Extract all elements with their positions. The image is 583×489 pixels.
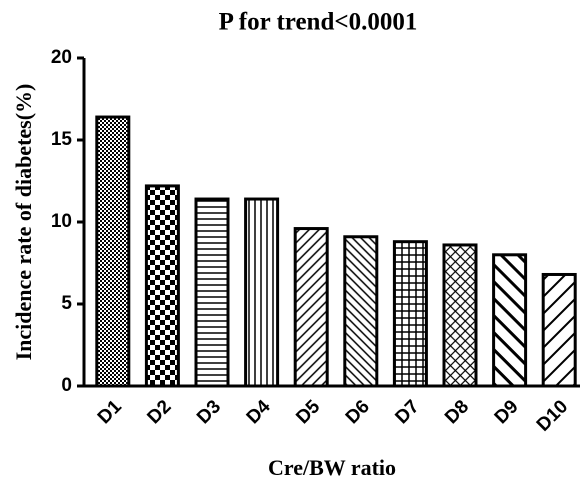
bar: [492, 253, 528, 388]
x-tick-label: D4: [243, 396, 275, 428]
x-tick-label: D9: [491, 396, 523, 428]
x-tick-label: D7: [391, 396, 423, 428]
bar: [343, 235, 379, 388]
bar: [244, 197, 280, 388]
x-tick-label: D8: [441, 396, 473, 428]
y-axis-label: Incidence rate of diabetes(%): [11, 84, 36, 361]
bar: [293, 227, 329, 388]
chart-title: P for trend<0.0001: [219, 9, 418, 36]
x-tick-label: D5: [292, 396, 324, 428]
bar: [541, 272, 577, 388]
y-tick-label: 10: [51, 211, 72, 232]
y-tick-label: 15: [51, 129, 73, 150]
bar: [392, 240, 428, 388]
bar: [144, 184, 180, 388]
bar: [194, 197, 230, 388]
bar: [442, 243, 478, 388]
x-axis-label: Cre/BW ratio: [268, 455, 396, 480]
x-tick-label: D1: [94, 396, 126, 428]
x-tick-label: D3: [193, 396, 225, 428]
y-tick-label: 0: [61, 375, 72, 396]
y-tick-label: 5: [61, 293, 72, 314]
y-tick-label: 20: [51, 47, 72, 68]
x-tick-label: D2: [143, 396, 175, 428]
x-tick-label: D10: [533, 396, 572, 435]
x-tick-label: D6: [342, 396, 374, 428]
bar: [95, 115, 131, 388]
